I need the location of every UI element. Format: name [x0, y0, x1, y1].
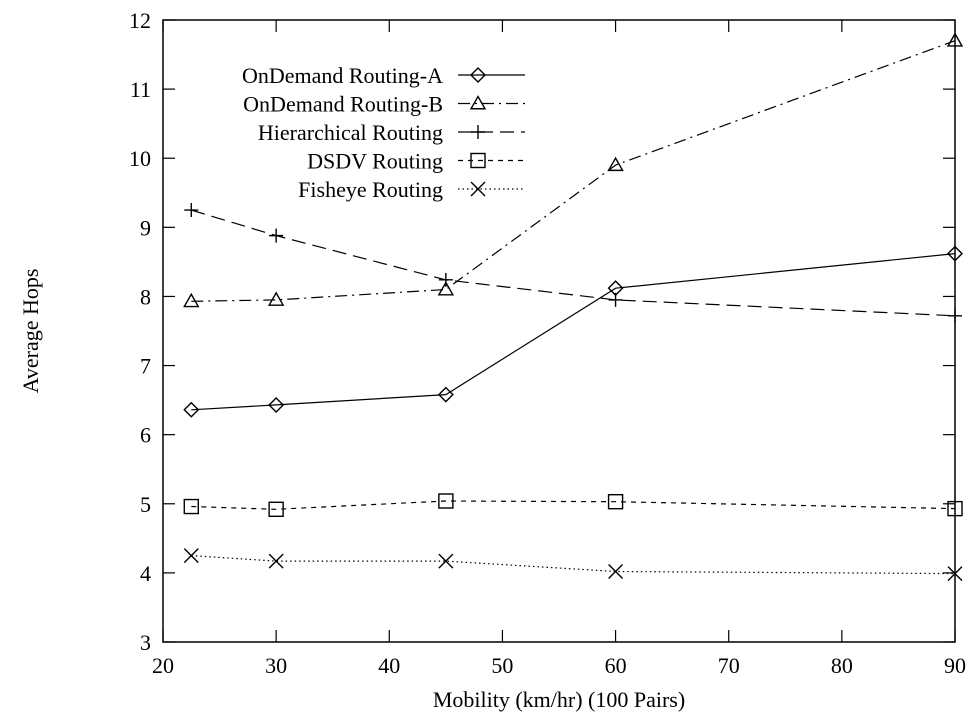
data-point [438, 493, 454, 509]
legend-label: Fisheye Routing [298, 177, 443, 202]
data-point [267, 291, 285, 306]
y-tick-label: 7 [140, 354, 151, 379]
series-line [191, 40, 956, 302]
series-1 [183, 245, 963, 418]
y-tick-label: 3 [140, 630, 151, 655]
y-tick-label: 6 [140, 423, 151, 448]
data-point [183, 292, 200, 308]
series-line [191, 209, 956, 317]
y-tick-label: 5 [140, 492, 151, 517]
data-point [438, 553, 454, 569]
data-point [268, 553, 284, 569]
data-point [184, 203, 199, 218]
series-line [191, 555, 956, 575]
data-point [607, 494, 624, 510]
data-point [608, 292, 623, 307]
x-tick-label: 40 [378, 653, 400, 678]
data-point [607, 156, 624, 172]
legend-label: OnDemand Routing-B [243, 92, 443, 117]
y-tick-label: 11 [130, 77, 151, 102]
legend-label: OnDemand Routing-A [242, 63, 443, 88]
data-point [268, 501, 284, 518]
legend: OnDemand Routing-A OnDemand Routing-B Hier… [242, 63, 525, 202]
series-4 [183, 493, 963, 518]
x-axis-title: Mobility (km/hr) (100 Pairs) [433, 687, 685, 712]
data-point [437, 281, 455, 296]
y-tick-label: 12 [129, 8, 151, 33]
tick-labels: 20 30 40 50 60 70 80 90 3 4 5 6 7 8 9 10 11 12 [129, 8, 966, 678]
series-group [183, 32, 964, 582]
x-tick-label: 90 [944, 653, 966, 678]
x-tick-label: 20 [152, 653, 174, 678]
plot-frame [162, 19, 956, 643]
x-tick-label: 50 [491, 653, 513, 678]
y-tick-label: 10 [129, 146, 151, 171]
legend-marker [471, 125, 485, 139]
series-line [191, 500, 956, 510]
legend-label: DSDV Routing [307, 149, 443, 174]
data-point [183, 401, 200, 418]
legend-marker [469, 95, 487, 110]
data-point [183, 548, 199, 564]
data-point [183, 498, 199, 515]
legend-marker [470, 67, 486, 83]
x-tick-label: 70 [718, 653, 740, 678]
series-line [191, 253, 956, 411]
data-point [269, 228, 284, 243]
y-tick-label: 4 [140, 561, 151, 586]
legend-marker [470, 181, 486, 197]
data-point [268, 396, 285, 413]
legend-marker [470, 152, 486, 169]
legend-label: Hierarchical Routing [258, 120, 443, 145]
y-tick-label: 9 [140, 215, 151, 240]
data-point [438, 272, 453, 287]
x-tick-label: 80 [831, 653, 853, 678]
data-point [608, 564, 624, 580]
y-tick-label: 8 [140, 284, 151, 309]
series-5 [183, 548, 963, 582]
series-3 [184, 203, 962, 323]
x-tick-label: 60 [605, 653, 627, 678]
y-axis-title: Average Hops [18, 269, 43, 394]
data-point [437, 386, 454, 403]
series-2 [183, 32, 964, 308]
x-tick-label: 30 [265, 653, 287, 678]
